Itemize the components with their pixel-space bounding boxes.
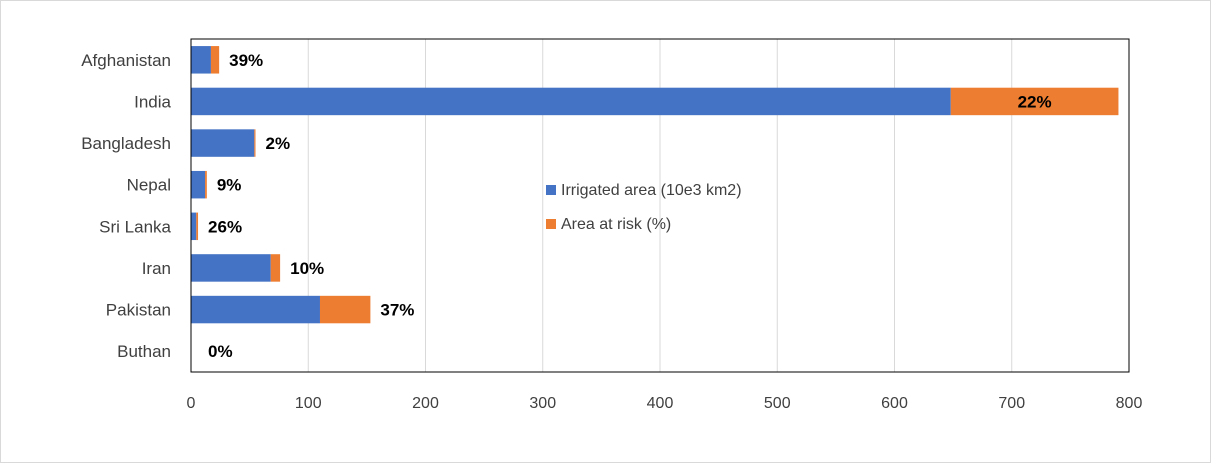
bar-india-series-1 xyxy=(191,87,951,116)
bar-sri-lanka-series-1 xyxy=(191,212,197,241)
data-label-iran: 10% xyxy=(290,259,324,278)
data-label-nepal: 9% xyxy=(217,176,242,195)
category-label-pakistan: Pakistan xyxy=(106,301,171,320)
category-label-india: India xyxy=(134,92,171,111)
data-labels: 39% 22% 2% 9% 26% 10% 37% 0% xyxy=(208,51,1052,361)
category-axis: Afghanistan India Bangladesh Nepal Sri Lanka… xyxy=(81,51,171,361)
bar-sri-lanka-series-2 xyxy=(196,212,199,241)
bar-afghanistan-series-1 xyxy=(191,46,211,74)
bar-nepal-series-1 xyxy=(191,170,206,199)
data-label-pakistan: 37% xyxy=(380,301,414,320)
bar-pakistan-series-1 xyxy=(191,295,320,324)
bar-iran-series-1 xyxy=(191,254,271,282)
plot-area-border xyxy=(190,38,1130,373)
x-tick-label-0: 0 xyxy=(187,395,196,412)
data-label-afghanistan: 39% xyxy=(229,51,263,70)
bar-bangladesh-series-1 xyxy=(191,129,255,157)
x-tick-label-600: 600 xyxy=(881,395,908,412)
x-tick-label-300: 300 xyxy=(529,395,556,412)
category-label-afghanistan: Afghanistan xyxy=(81,51,171,70)
category-label-bangladesh: Bangladesh xyxy=(81,134,171,153)
legend-swatch-1 xyxy=(546,185,556,195)
x-tick-label-200: 200 xyxy=(412,395,439,412)
data-label-sri-lanka: 26% xyxy=(208,217,242,236)
category-label-iran: Iran xyxy=(142,259,171,278)
legend-label-2: Area at risk (%) xyxy=(561,216,671,233)
bar-bangladesh-series-2 xyxy=(254,129,256,157)
data-label-buthan: 0% xyxy=(208,342,233,361)
x-tick-label-800: 800 xyxy=(1116,395,1143,412)
bar-nepal-series-2 xyxy=(205,170,207,199)
bar-layer xyxy=(191,46,1119,324)
legend: Irrigated area (10e3 km2) Area at risk (%… xyxy=(546,182,742,233)
bar-afghanistan-series-2 xyxy=(210,46,220,74)
category-label-sri-lanka: Sri Lanka xyxy=(99,217,171,236)
data-label-bangladesh: 2% xyxy=(265,134,290,153)
bar-iran-series-2 xyxy=(270,254,281,282)
x-tick-label-700: 700 xyxy=(998,395,1025,412)
bar-india-series-2 xyxy=(950,87,1119,116)
value-axis: 0 100 200 300 400 500 600 700 800 xyxy=(187,395,1143,412)
x-tick-label-400: 400 xyxy=(647,395,674,412)
legend-label-1: Irrigated area (10e3 km2) xyxy=(561,182,742,199)
legend-swatch-2 xyxy=(546,219,556,229)
category-label-buthan: Buthan xyxy=(117,342,171,361)
category-label-nepal: Nepal xyxy=(127,176,171,195)
data-label-india: 22% xyxy=(1018,92,1052,111)
x-tick-label-100: 100 xyxy=(295,395,322,412)
x-tick-label-500: 500 xyxy=(764,395,791,412)
bar-pakistan-series-2 xyxy=(319,295,371,324)
